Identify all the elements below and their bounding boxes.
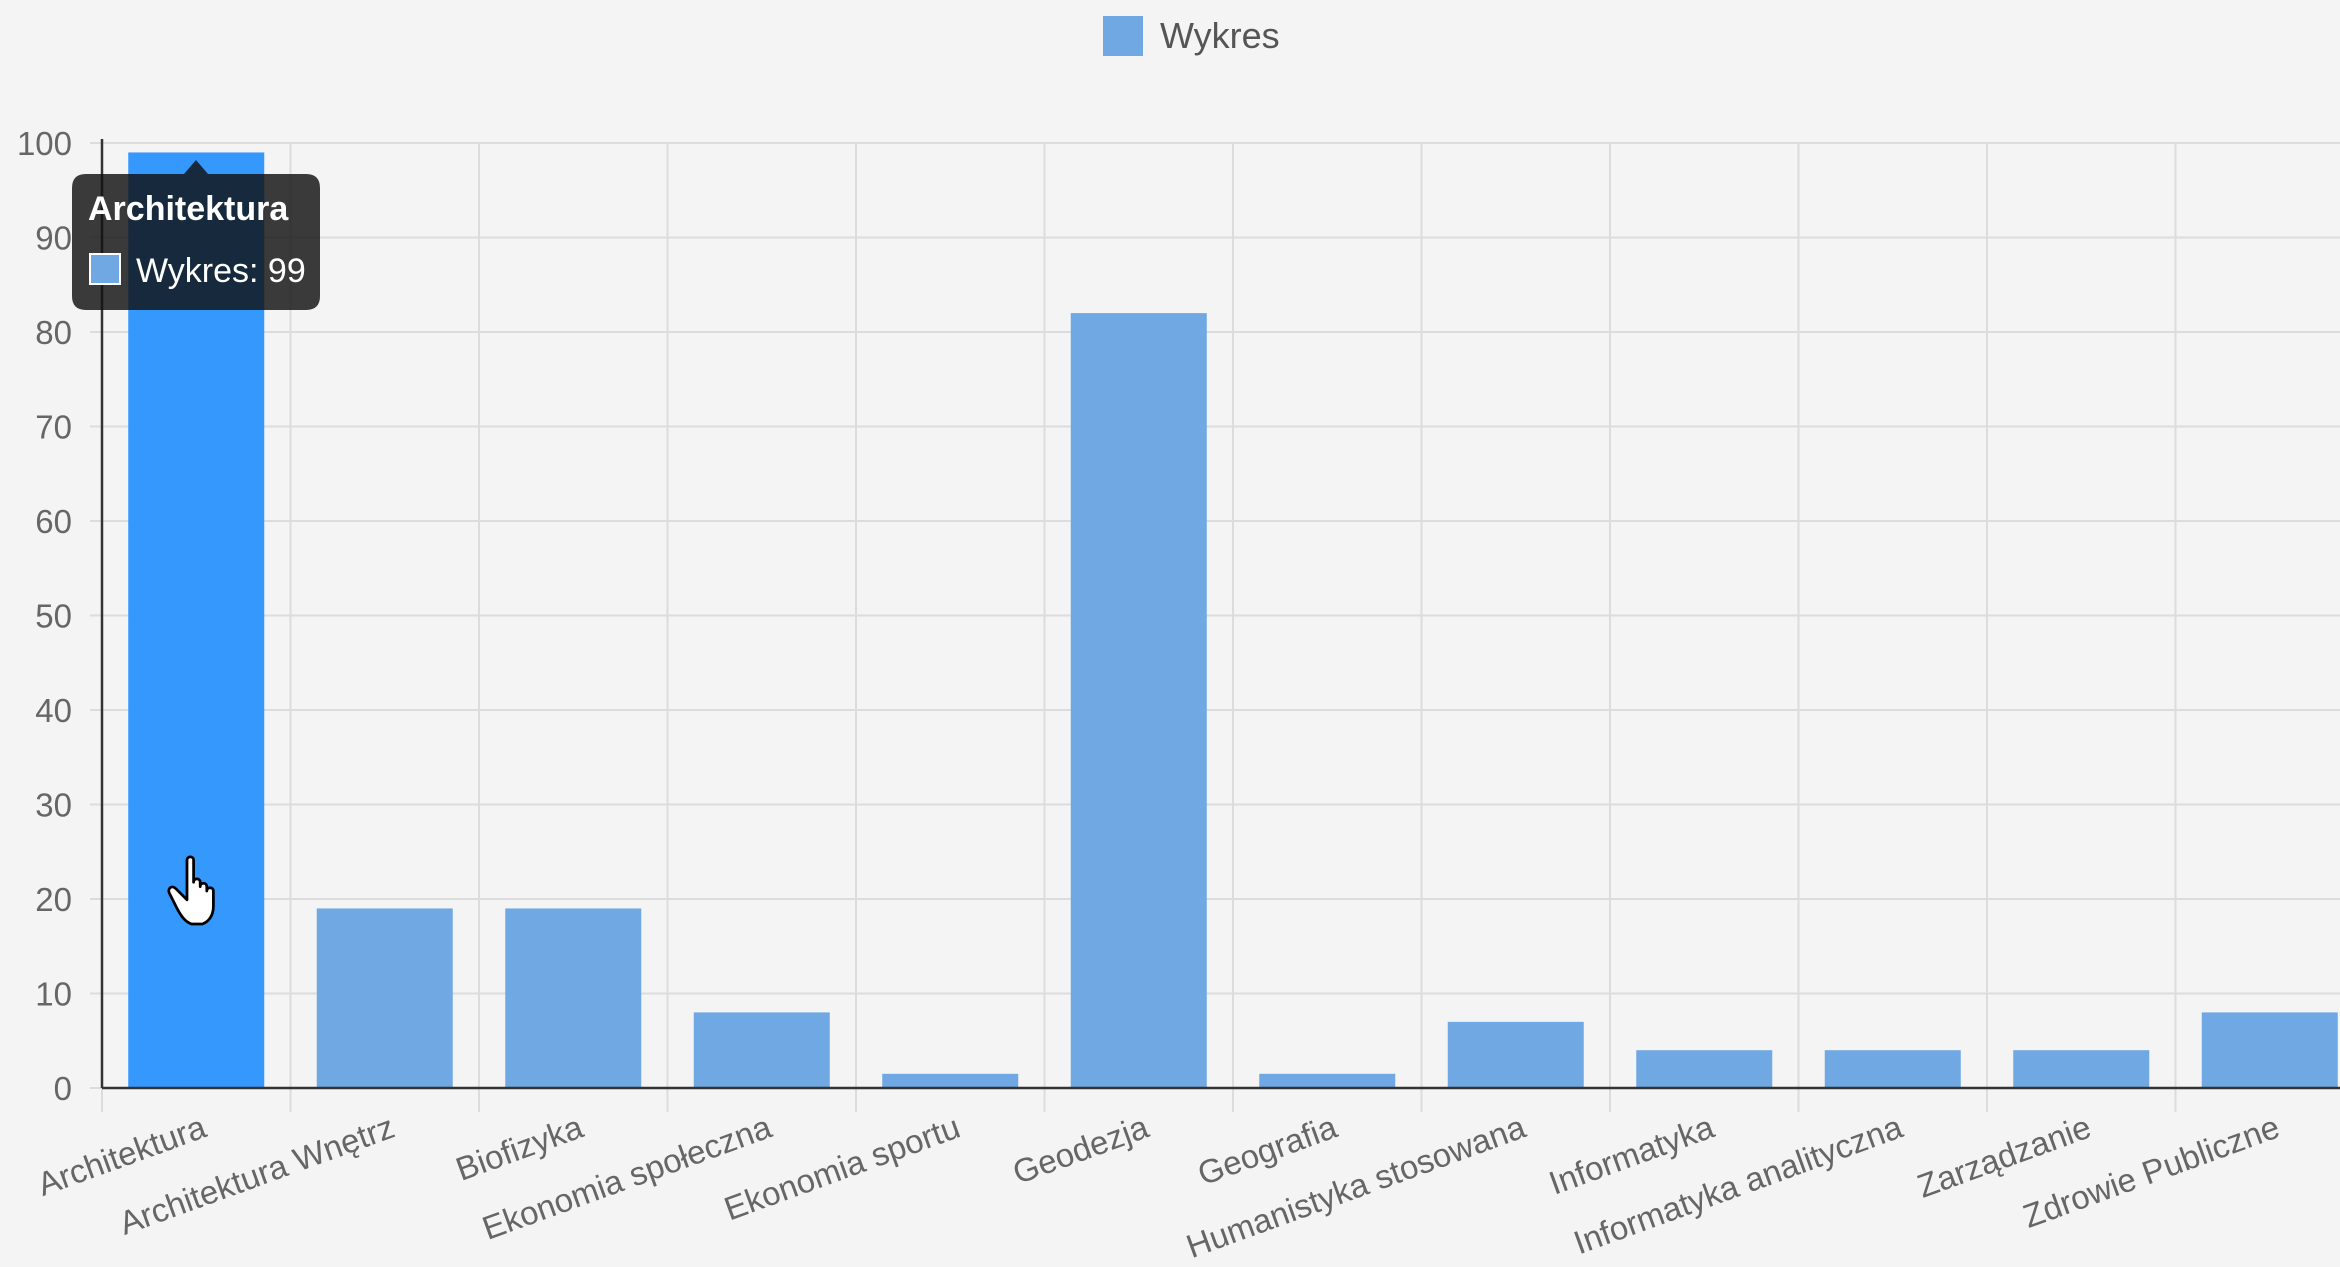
y-tick-label: 50 xyxy=(35,598,72,635)
y-tick-label: 10 xyxy=(35,976,72,1013)
hand-pointer-icon xyxy=(167,855,215,926)
y-tick-label: 100 xyxy=(17,125,72,162)
y-tick-label: 70 xyxy=(35,409,72,446)
bar-geodezja[interactable] xyxy=(1070,313,1207,1089)
tooltip-title: Architektura xyxy=(88,190,289,228)
legend[interactable]: Wykres xyxy=(1103,15,1280,56)
y-tick-label: 80 xyxy=(35,314,72,351)
bar-ekonomia-społeczna[interactable] xyxy=(693,1012,830,1088)
bar-zdrowie-publiczne[interactable] xyxy=(2201,1012,2338,1088)
tooltip-swatch xyxy=(89,253,121,285)
bar-ekonomia-sportu[interactable] xyxy=(882,1073,1019,1088)
tooltip-background xyxy=(72,160,320,310)
bar-informatyka[interactable] xyxy=(1636,1050,1773,1088)
bar-architektura-wnętrz[interactable] xyxy=(316,908,453,1088)
legend-label: Wykres xyxy=(1160,15,1280,56)
grid-lines xyxy=(90,142,2340,1112)
y-tick-label: 0 xyxy=(54,1070,72,1107)
bars xyxy=(128,152,2338,1089)
y-axis-tick-labels: 0 10 20 30 40 50 60 70 80 90 100 xyxy=(17,125,72,1107)
x-tick-label: Informatyka analityczna xyxy=(1569,1108,1908,1262)
x-tick-label: Geodezja xyxy=(1008,1108,1154,1191)
tooltip: Architektura Wykres: 99 xyxy=(72,160,320,310)
y-tick-label: 90 xyxy=(35,220,72,257)
tooltip-value: Wykres: 99 xyxy=(136,252,306,290)
y-tick-label: 30 xyxy=(35,787,72,824)
bar-informatyka-analityczna[interactable] xyxy=(1824,1050,1961,1088)
bar-zarządzanie[interactable] xyxy=(2013,1050,2150,1088)
y-tick-label: 20 xyxy=(35,881,72,918)
legend-swatch xyxy=(1103,16,1143,56)
y-tick-label: 60 xyxy=(35,503,72,540)
bar-biofizyka[interactable] xyxy=(505,908,642,1088)
bar-humanistyka-stosowana[interactable] xyxy=(1447,1021,1584,1088)
x-tick-label: Biofizyka xyxy=(451,1108,588,1188)
x-tick-label: Humanistyka stosowana xyxy=(1181,1108,1530,1265)
y-tick-label: 40 xyxy=(35,692,72,729)
bar-geografia[interactable] xyxy=(1259,1073,1396,1088)
